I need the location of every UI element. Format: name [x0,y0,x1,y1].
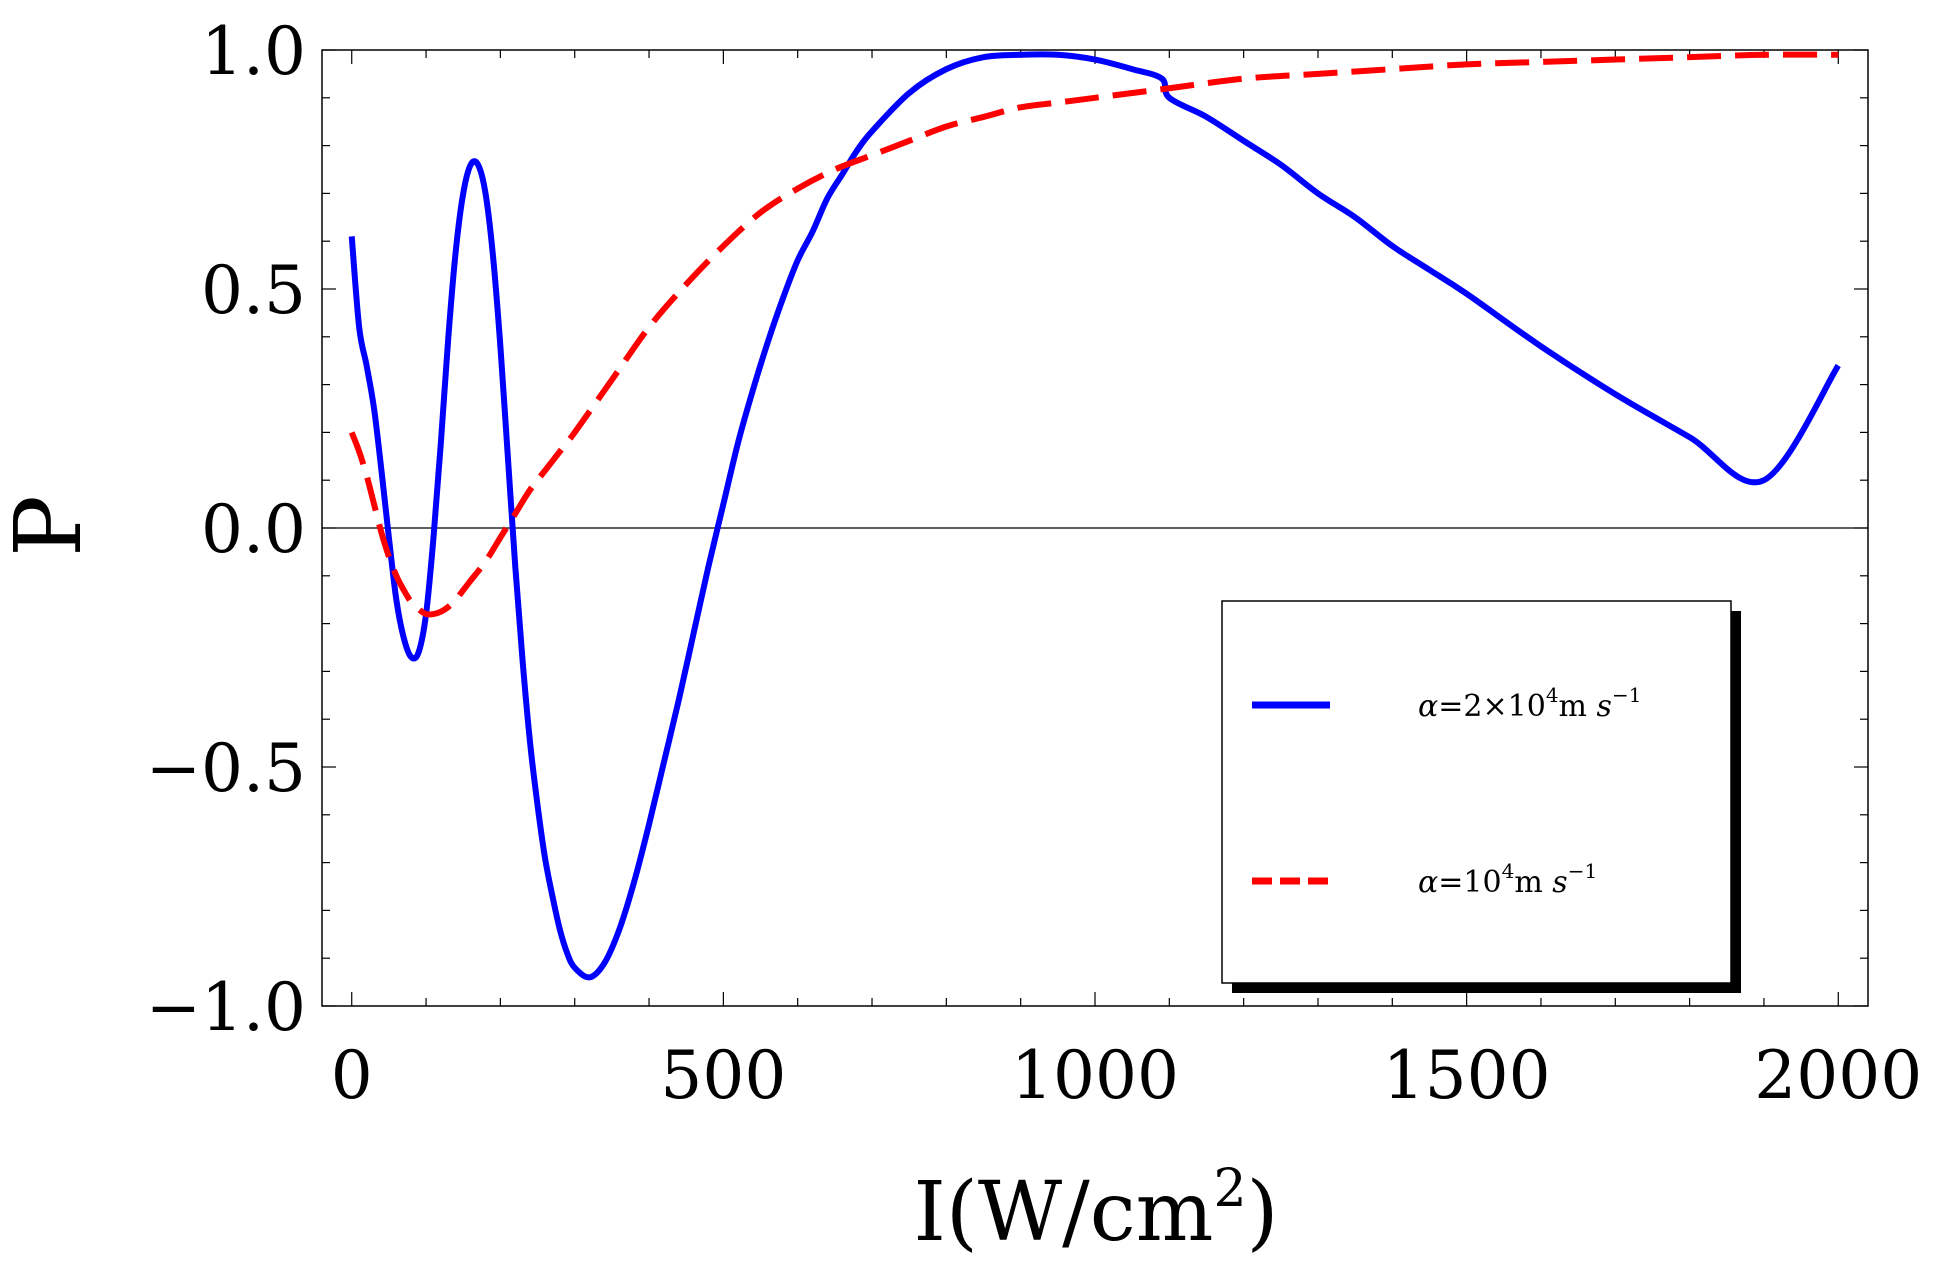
legend-blue-unit: m [1559,689,1597,724]
x-axis-title-close: ) [1247,1165,1279,1260]
x-tick-label: 0 [331,1037,373,1114]
legend-blue-exp: 4 [1546,683,1559,707]
legend-red-exp: 4 [1502,859,1515,883]
legend-box [1221,600,1732,984]
legend-blue-eq: =2×10 [1438,689,1546,724]
y-tick-label: 0.0 [201,491,306,568]
x-tick-labels: 0 500 1000 1500 2000 [331,1037,1923,1114]
series-line-blue [348,51,1841,981]
series-layer [348,51,1841,981]
y-tick-label: −0.5 [146,730,306,807]
y-tick-label: 0.5 [201,252,306,329]
legend-label-blue: α=2×104m s−1 [1418,683,1641,724]
legend-red-eq: =10 [1438,865,1501,900]
y-axis-title: P [0,495,102,557]
x-tick-label: 2000 [1754,1037,1922,1114]
x-axis-title: I(W/cm2) [913,1159,1278,1260]
y-tick-labels: −1.0 −0.5 0.0 0.5 1.0 [146,13,306,1046]
x-axis-title-main: I(W/cm [913,1165,1213,1260]
legend-red-unit: m [1514,865,1552,900]
x-axis-title-sup: 2 [1213,1159,1246,1219]
x-tick-label: 500 [660,1037,786,1114]
plot-frame [321,49,1869,1007]
x-tick-label: 1000 [1011,1037,1179,1114]
legend-blue-greek: α [1418,689,1438,724]
y-tick-label: −1.0 [146,969,306,1046]
legend-red-s: s [1552,865,1567,900]
legend-blue-s: s [1597,689,1612,724]
x-tick-label: 1500 [1383,1037,1551,1114]
legend-label-red: α=104m s−1 [1418,859,1597,900]
legend-red-sexp: −1 [1568,859,1597,883]
legend-blue-sexp: −1 [1612,683,1641,707]
legend: α=2×104m s−1 α=104m s−1 [1221,600,1741,993]
y-tick-label: 1.0 [201,13,306,90]
legend-red-greek: α [1418,865,1438,900]
series-line-red [348,51,1839,618]
